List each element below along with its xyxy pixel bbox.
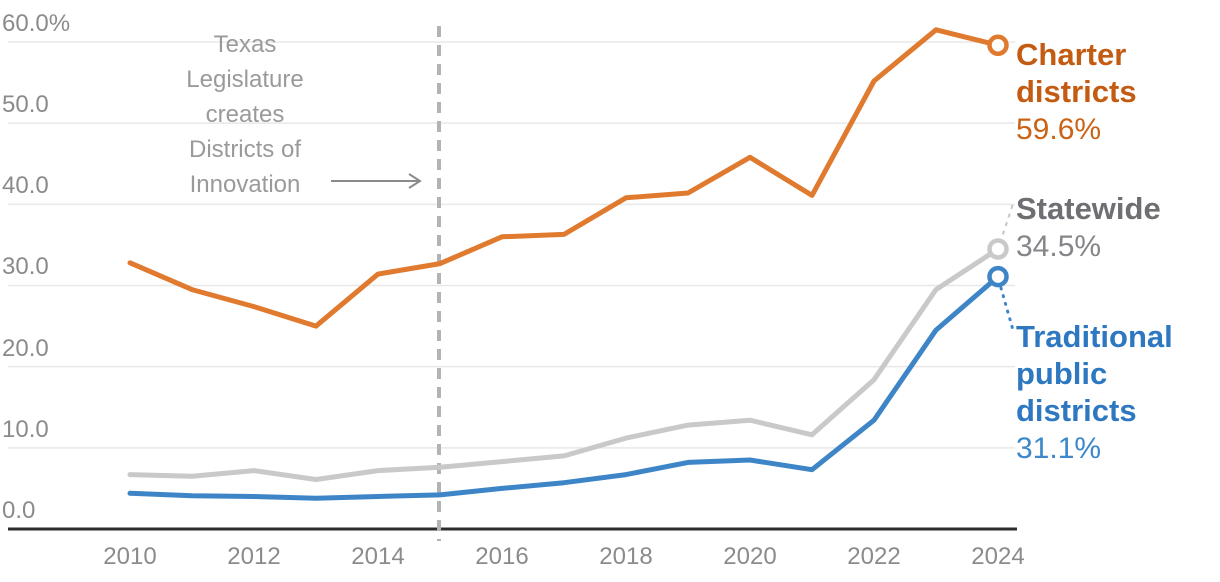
series-name-line: districts (1016, 74, 1137, 109)
series-label-charter-districts: Charter districts 59.6% (1016, 36, 1137, 148)
series-line-traditional-public-districts (127, 274, 1001, 501)
annotation-line: Legislature (186, 66, 304, 93)
x-tick-label: 2022 (847, 543, 901, 570)
annotation-line: Innovation (189, 171, 301, 198)
series-label-statewide: Statewide 34.5% (1016, 190, 1161, 265)
y-tick-label: 0.0 (2, 497, 36, 524)
leader-line (999, 200, 1015, 244)
end-marker (987, 34, 1009, 56)
y-tick-label: 50.0 (2, 91, 49, 119)
series-name-line: Charter (1016, 37, 1127, 72)
y-tick-label: 60.0% (2, 9, 71, 37)
annotation-line: creates (205, 101, 285, 128)
x-tick-label: 2010 (103, 543, 157, 570)
x-tick-label: 2014 (351, 543, 405, 570)
x-tick-label: 2018 (599, 543, 653, 570)
end-marker (987, 265, 1009, 288)
x-tick-label: 2024 (971, 543, 1025, 570)
annotation-arrowhead (408, 173, 422, 189)
annotation-line: Texas (213, 31, 277, 58)
series-end-value: 34.5% (1016, 230, 1102, 263)
series-name-line: public (1016, 356, 1108, 391)
y-tick-label: 30.0 (2, 253, 49, 281)
x-tick-label: 2016 (475, 543, 529, 570)
end-marker (987, 238, 1009, 260)
series-line-charter-districts (127, 27, 1001, 329)
x-tick-label: 2012 (227, 543, 281, 570)
y-tick-label: 40.0 (2, 172, 49, 200)
series-name-line: Traditional (1016, 319, 1173, 354)
series-line-statewide (127, 246, 1001, 482)
series-name-line: districts (1016, 393, 1137, 428)
y-tick-label: 20.0 (2, 334, 49, 362)
series-end-value: 59.6% (1016, 113, 1102, 146)
series-name-line: Statewide (1016, 191, 1161, 226)
y-tick-label: 10.0 (2, 415, 49, 443)
series-end-value: 31.1% (1016, 432, 1102, 465)
annotation-text: Texas Legislature creates Districts of Innov… (143, 27, 347, 202)
annotation-line: Districts of (188, 136, 301, 163)
x-tick-label: 2020 (723, 543, 777, 570)
series-label-traditional-public-districts: Traditional public districts 31.1% (1016, 318, 1173, 467)
leader-line (999, 286, 1015, 332)
